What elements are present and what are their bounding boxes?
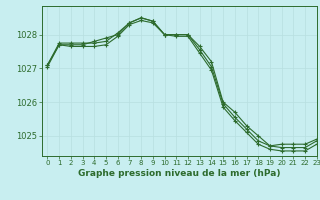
X-axis label: Graphe pression niveau de la mer (hPa): Graphe pression niveau de la mer (hPa) xyxy=(78,169,280,178)
